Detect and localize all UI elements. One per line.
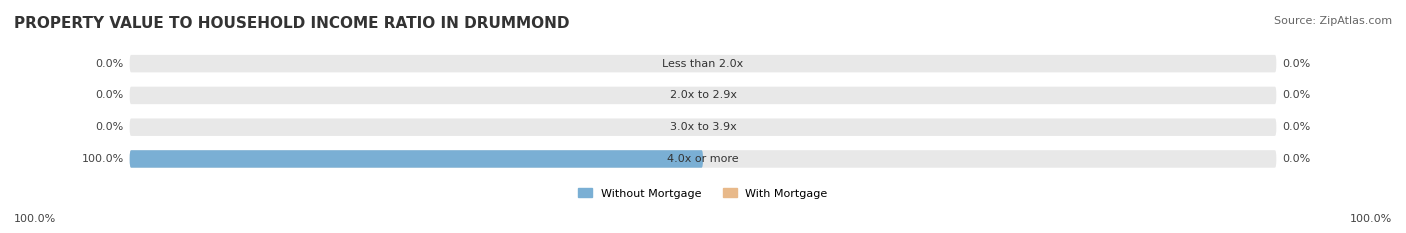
FancyBboxPatch shape <box>129 118 1277 136</box>
Text: 4.0x or more: 4.0x or more <box>668 154 738 164</box>
FancyBboxPatch shape <box>129 87 1277 104</box>
Text: 2.0x to 2.9x: 2.0x to 2.9x <box>669 90 737 100</box>
Text: 0.0%: 0.0% <box>1282 59 1310 69</box>
Text: 100.0%: 100.0% <box>1350 214 1392 224</box>
Text: 0.0%: 0.0% <box>1282 90 1310 100</box>
Text: 3.0x to 3.9x: 3.0x to 3.9x <box>669 122 737 132</box>
Text: 0.0%: 0.0% <box>1282 122 1310 132</box>
Text: 0.0%: 0.0% <box>1282 154 1310 164</box>
Text: 100.0%: 100.0% <box>14 214 56 224</box>
Text: Less than 2.0x: Less than 2.0x <box>662 59 744 69</box>
Text: 0.0%: 0.0% <box>96 59 124 69</box>
Legend: Without Mortgage, With Mortgage: Without Mortgage, With Mortgage <box>578 188 828 199</box>
Text: 100.0%: 100.0% <box>82 154 124 164</box>
Text: PROPERTY VALUE TO HOUSEHOLD INCOME RATIO IN DRUMMOND: PROPERTY VALUE TO HOUSEHOLD INCOME RATIO… <box>14 16 569 31</box>
Text: 0.0%: 0.0% <box>96 122 124 132</box>
FancyBboxPatch shape <box>129 55 1277 72</box>
FancyBboxPatch shape <box>129 150 703 168</box>
FancyBboxPatch shape <box>129 150 1277 168</box>
Text: 0.0%: 0.0% <box>96 90 124 100</box>
Text: Source: ZipAtlas.com: Source: ZipAtlas.com <box>1274 16 1392 26</box>
